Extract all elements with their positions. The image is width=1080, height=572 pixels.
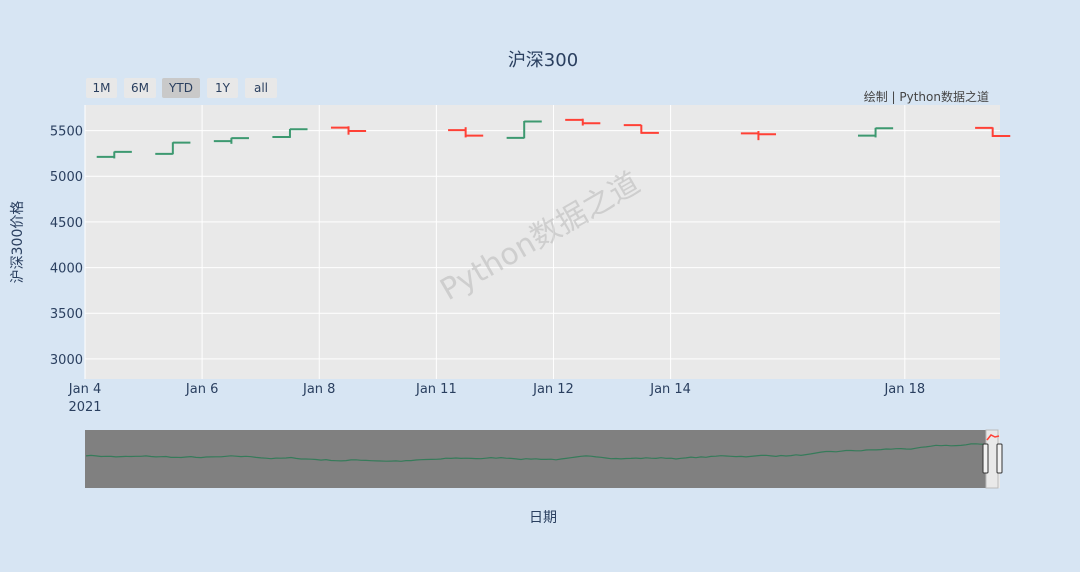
range-button-1m[interactable]: 1M bbox=[86, 78, 117, 98]
range-button-label: 6M bbox=[131, 81, 149, 95]
y-axis-title: 沪深300价格 bbox=[10, 201, 26, 284]
y-gridlines bbox=[85, 130, 1000, 360]
ohlc-bar bbox=[623, 124, 659, 134]
range-button-label: all bbox=[254, 81, 268, 95]
range-selector: 1M 6M YTD 1Y all bbox=[86, 78, 277, 98]
ohlc-bar bbox=[213, 137, 249, 144]
range-button-label: YTD bbox=[168, 81, 193, 95]
x-axis-title: 日期 bbox=[529, 510, 557, 526]
chart-title: 沪深300 bbox=[508, 50, 578, 71]
ohlc-bar bbox=[272, 128, 308, 138]
x-gridlines bbox=[84, 105, 906, 379]
range-button-bg bbox=[245, 78, 277, 98]
range-slider-handle-right[interactable] bbox=[996, 443, 1003, 474]
range-button-label: 1M bbox=[93, 81, 111, 95]
ohlc-bars bbox=[96, 118, 1011, 159]
y-tick-label: 5500 bbox=[50, 125, 83, 140]
x-tick-label: Jan 6 bbox=[185, 382, 218, 397]
range-button-1y[interactable]: 1Y bbox=[207, 78, 238, 98]
range-slider-overview-line-masked bbox=[85, 443, 987, 462]
range-slider[interactable] bbox=[85, 429, 1003, 489]
chart-annotation: 绘制 | Python数据之道 bbox=[864, 89, 989, 104]
ohlc-bar bbox=[857, 127, 894, 138]
range-slider-handle-left[interactable] bbox=[982, 443, 989, 474]
ohlc-bar bbox=[565, 118, 601, 126]
x-tick-label: Jan 4 bbox=[68, 382, 101, 397]
ohlc-bar bbox=[740, 131, 777, 141]
y-tick-label: 4000 bbox=[50, 262, 83, 277]
range-button-all[interactable]: all bbox=[245, 78, 277, 98]
range-button-bg bbox=[162, 78, 200, 98]
x-tick-label: Jan 11 bbox=[415, 382, 457, 397]
ohlc-bar bbox=[330, 126, 367, 135]
y-tick-label: 3500 bbox=[50, 307, 83, 322]
range-button-bg bbox=[207, 78, 238, 98]
ohlc-bar bbox=[96, 150, 132, 159]
ohlc-bar bbox=[155, 141, 191, 155]
range-slider-selected-trace bbox=[986, 434, 1000, 441]
x-tick-label: Jan 12 bbox=[532, 382, 574, 397]
range-button-label: 1Y bbox=[215, 81, 231, 95]
y-tick-label: 4500 bbox=[50, 216, 83, 231]
ohlc-bar bbox=[448, 127, 484, 138]
plot-area bbox=[85, 105, 1000, 379]
x-tick-labels: Jan 4 2021 Jan 6 Jan 8 Jan 11 Jan 12 Jan 14 Jan… bbox=[68, 382, 925, 415]
y-tick-label: 5000 bbox=[50, 170, 83, 185]
range-button-bg bbox=[124, 78, 156, 98]
x-tick-sublabel: 2021 bbox=[68, 400, 101, 415]
y-tick-label: 3000 bbox=[50, 353, 83, 368]
y-tick-labels: 3000 3500 4000 4500 5000 5500 bbox=[50, 125, 83, 368]
ohlc-bar bbox=[975, 126, 1011, 138]
range-button-bg bbox=[86, 78, 117, 98]
x-tick-label: Jan 8 bbox=[302, 382, 335, 397]
range-button-6m[interactable]: 6M bbox=[124, 78, 156, 98]
x-tick-label: Jan 14 bbox=[649, 382, 691, 397]
range-button-ytd[interactable]: YTD bbox=[162, 78, 200, 98]
ohlc-bar bbox=[506, 120, 542, 139]
x-tick-label: Jan 18 bbox=[883, 382, 925, 397]
